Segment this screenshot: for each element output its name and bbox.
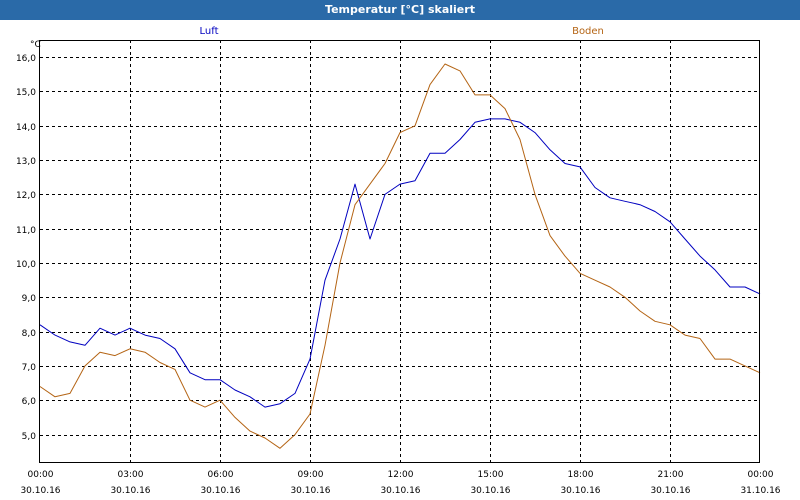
x-tick-date-label: 30.10.16 — [290, 486, 330, 496]
x-tick-time-label: 15:00 — [478, 470, 504, 480]
x-tick-time-label: 18:00 — [568, 470, 594, 480]
y-tick-label: 12,0 — [16, 191, 36, 201]
legend-luft: Luft — [200, 26, 219, 37]
x-tick-date-label: 31.10.16 — [740, 486, 780, 496]
y-tick-label: 14,0 — [16, 123, 36, 133]
series-layer — [39, 63, 761, 449]
x-tick-time-label: 03:00 — [118, 470, 144, 480]
y-tick-label: 6,0 — [22, 397, 37, 407]
window-title: Temperatur [°C] skaliert — [325, 3, 475, 16]
y-tick-label: 5,0 — [22, 432, 37, 442]
y-tick-label: 16,0 — [16, 54, 36, 64]
x-tick-date-label: 30.10.16 — [380, 486, 420, 496]
y-tick-label: 11,0 — [16, 226, 36, 236]
y-tick-label: 9,0 — [22, 294, 37, 304]
x-tick-date-label: 30.10.16 — [470, 486, 510, 496]
plot-frame — [39, 40, 760, 463]
tick-layer: 16,0 15,0 14,0 13,0 12,0 11,0 10,0 9,0 8,0 7,0 6,0… — [16, 54, 781, 496]
series-line-luft — [39, 118, 761, 408]
x-tick-time-label: 06:00 — [208, 470, 234, 480]
x-tick-time-label: 21:00 — [658, 470, 684, 480]
x-tick-date-label: 30.10.16 — [200, 486, 240, 496]
x-tick-date-label: 30.10.16 — [110, 486, 150, 496]
y-tick-label: 8,0 — [22, 329, 37, 339]
x-tick-date-label: 30.10.16 — [650, 486, 690, 496]
grid-layer — [40, 40, 760, 462]
y-tick-label: 7,0 — [22, 363, 37, 373]
y-tick-label: 10,0 — [16, 260, 36, 270]
series-line-boden — [39, 63, 761, 449]
x-tick-time-label: 00:00 — [748, 470, 774, 480]
x-tick-time-label: 00:00 — [28, 470, 54, 480]
window-title-bar: Temperatur [°C] skaliert — [0, 0, 800, 20]
x-tick-date-label: 30.10.16 — [560, 486, 600, 496]
x-tick-date-label: 30.10.16 — [20, 486, 60, 496]
y-tick-label: 13,0 — [16, 157, 36, 167]
x-tick-time-label: 09:00 — [298, 470, 324, 480]
x-tick-time-label: 12:00 — [388, 470, 414, 480]
y-axis-unit: °C — [30, 40, 41, 50]
y-tick-label: 15,0 — [16, 88, 36, 98]
legend-boden: Boden — [572, 26, 604, 37]
